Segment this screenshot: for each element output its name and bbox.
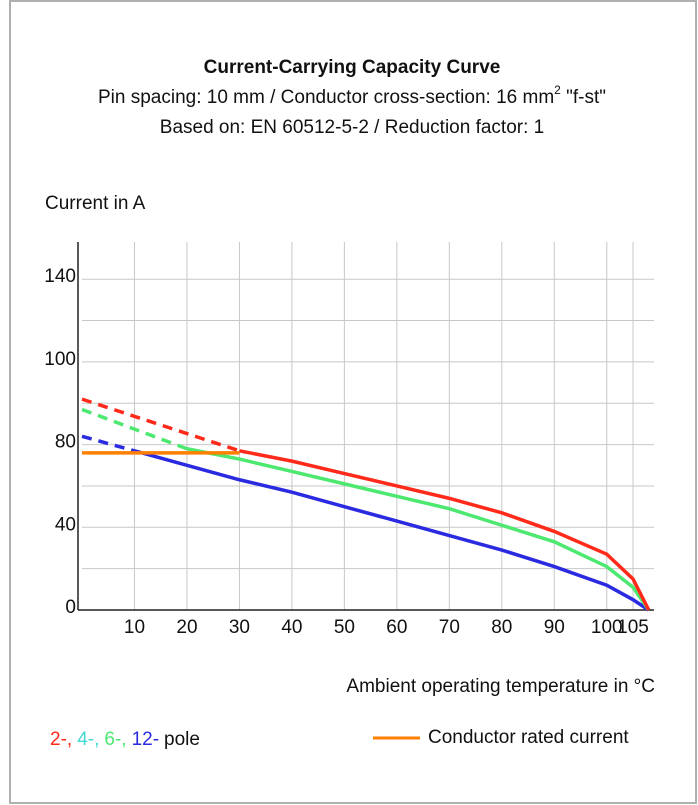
x-tick-label: 105 [617,617,649,638]
y-tick-label: 40 [55,514,76,535]
x-tick-label: 40 [281,617,302,638]
y-tick-label: 100 [44,349,76,370]
chart-subtitle: Based on: EN 60512-5-2 / Reduction facto… [160,117,544,138]
subtitle-part: "f-st" [561,87,606,108]
line [239,449,651,611]
x-tick-label: 60 [386,617,407,638]
x-axis-label: Ambient operating temperature in °C [346,676,655,697]
legend-entry: 12- [132,729,159,750]
line [186,447,651,611]
legend-entry: 4-, [77,729,99,750]
legend-entry: 6-, [104,729,126,750]
x-tick-label: 50 [334,617,355,638]
superscript: 2 [554,83,561,97]
y-tick-label: 80 [55,432,76,453]
line [81,397,240,453]
x-tick-label: 80 [491,617,512,638]
legend-entry: pole [164,729,200,750]
legend: 2-, 4-, 6-, 12- pole [50,729,200,750]
x-tick-label: 70 [439,617,460,638]
x-tick-label: 30 [229,617,250,638]
x-tick-label: 90 [544,617,565,638]
y-tick-label: 0 [65,597,76,618]
line [81,407,188,451]
line [81,434,135,453]
line [134,449,650,612]
x-tick-label: 10 [124,617,145,638]
subtitle-part: Pin spacing: 10 mm / Conductor cross-sec… [98,87,554,108]
chart-title: Current-Carrying Capacity Curve [204,57,501,78]
x-tick-label: 100 [591,617,623,638]
legend-entry: 2-, [50,729,72,750]
y-axis-label: Current in A [45,193,146,214]
legend-label: Conductor rated current [428,727,629,748]
chart-subtitle: Pin spacing: 10 mm / Conductor cross-sec… [98,83,606,108]
x-tick-label: 20 [176,617,197,638]
y-tick-label: 140 [44,266,76,287]
frame [9,0,697,804]
